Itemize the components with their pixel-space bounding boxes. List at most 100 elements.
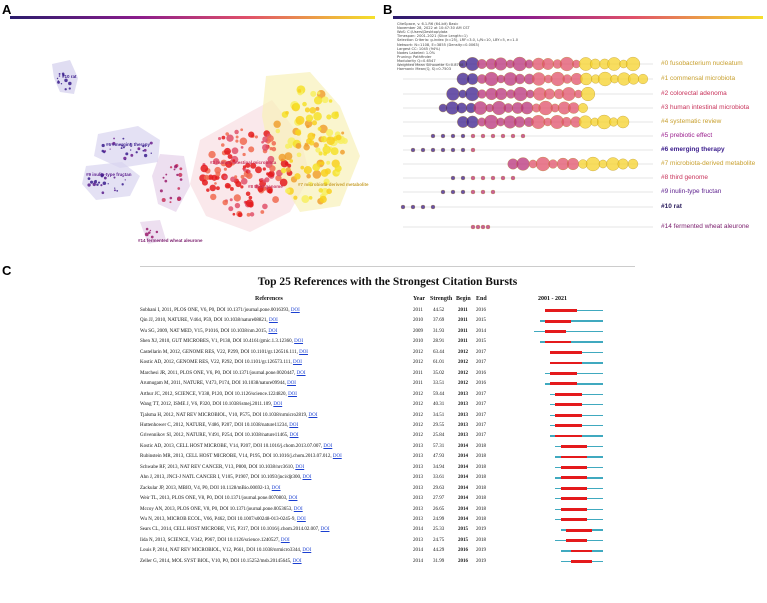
doi-link[interactable]: DOI (302, 475, 312, 481)
doi-link[interactable]: DOI (288, 391, 297, 397)
burst-bar (571, 560, 593, 563)
doi-link[interactable]: DOI (296, 370, 306, 376)
divider (140, 266, 635, 267)
begin-cell: 2016 (458, 558, 468, 564)
metadata-line: Selection Criteria: g-index (k=25), LRF=… (397, 38, 518, 43)
doi-link[interactable]: DOI (292, 360, 302, 366)
burst-bar (550, 351, 582, 354)
doi-link[interactable]: DOI (320, 527, 330, 533)
doi-link[interactable]: DOI (293, 506, 303, 512)
panel-a-letter: A (2, 2, 12, 17)
begin-cell: 2013 (458, 402, 468, 408)
network-node (200, 164, 209, 173)
network-node (203, 174, 210, 181)
doi-link[interactable]: DOI (302, 548, 312, 554)
network-node (130, 153, 134, 157)
reference-text: Rubinstein MR, 2013, CELL HOST MICROBE, … (140, 454, 342, 460)
network-node (218, 137, 222, 141)
timeline-node (440, 147, 446, 153)
network-node (179, 167, 183, 171)
label-aleurone: #14 fermented wheat aleurone (138, 238, 203, 243)
doi-link[interactable]: DOI (288, 496, 298, 502)
reference-text: Schwabe RF, 2013, NAT REV CANCER, V13, P… (140, 464, 305, 470)
timeline-node (485, 224, 491, 230)
network-node (313, 112, 322, 121)
doi-link[interactable]: DOI (268, 328, 278, 334)
network-node (206, 188, 210, 192)
doi-link[interactable]: DOI (299, 349, 308, 355)
year-cell: 2014 (413, 527, 423, 533)
network-node (305, 114, 314, 122)
network-node (103, 176, 107, 180)
doi-link[interactable]: DOI (296, 517, 306, 522)
burst-bar (544, 319, 572, 323)
network-node (113, 176, 116, 179)
network-node (56, 77, 59, 80)
network-node (285, 188, 291, 194)
timeline-node (578, 103, 588, 113)
network-node (112, 141, 116, 145)
doi-link[interactable]: DOI (268, 318, 278, 324)
network-node (289, 159, 294, 163)
doi-link[interactable]: DOI (271, 485, 281, 491)
doi-link[interactable]: DOI (289, 433, 299, 439)
network-node (231, 147, 239, 155)
network-node (320, 161, 325, 166)
cluster-label: #14 fermented wheat aleurone (661, 223, 750, 230)
timeline-node (494, 57, 508, 71)
network-node (234, 129, 239, 135)
network-node (312, 170, 322, 179)
burst-bar (560, 507, 588, 511)
network-node (150, 152, 152, 154)
header-range: 2001 - 2021 (538, 296, 567, 302)
network-node (296, 152, 302, 158)
doi-link[interactable]: DOI (280, 537, 290, 543)
label-inulin: #9 inulin-type fructan (86, 172, 132, 177)
table-row: Tjalsma H, 2012, NAT REV MICROBIOL, V10,… (140, 411, 635, 421)
network-node (320, 136, 328, 143)
cluster-hull-rat (52, 60, 78, 94)
begin-cell: 2011 (458, 308, 468, 313)
table-row: Shen XJ, 2010, GUT MICROBES, V1, P138, D… (140, 337, 635, 347)
doi-link[interactable]: DOI (290, 308, 300, 313)
network-node (285, 143, 291, 149)
network-node (306, 173, 311, 179)
doi-link[interactable]: DOI (273, 402, 283, 408)
timeline-node (598, 159, 608, 169)
end-cell: 2017 (476, 349, 486, 355)
doi-link[interactable]: DOI (289, 422, 299, 428)
network-node (315, 106, 320, 111)
network-node (104, 150, 107, 153)
timeline-gradient-bar (10, 16, 375, 19)
timeline-node (470, 189, 476, 195)
timeline-node (580, 86, 596, 102)
network-node (269, 147, 273, 151)
timeline-node (525, 89, 535, 99)
network-node (129, 142, 132, 145)
year-cell: 2010 (413, 339, 423, 345)
doi-link[interactable]: DOI (332, 454, 342, 460)
reference-text: Arumugam M, 2011, NATURE, V473, P174, DO… (140, 381, 296, 387)
doi-link[interactable]: DOI (308, 412, 318, 418)
doi-link[interactable]: DOI (292, 558, 302, 564)
network-node (312, 163, 321, 172)
network-node (242, 152, 246, 157)
network-node (102, 181, 107, 185)
doi-link[interactable]: DOI (323, 443, 333, 449)
year-cell: 2014 (413, 558, 423, 564)
network-node (101, 143, 105, 148)
timeline-node (466, 73, 479, 85)
table-row: Kostic AD, 2012, GENOME RES, V22, P292, … (140, 358, 635, 368)
year-cell: 2013 (413, 506, 423, 512)
doi-link[interactable]: DOI (294, 339, 304, 345)
begin-cell: 2013 (458, 412, 468, 418)
network-node (248, 131, 255, 138)
network-node (266, 186, 273, 194)
network-node (97, 181, 101, 184)
doi-link[interactable]: DOI (295, 464, 305, 470)
burst-bar (555, 403, 582, 407)
network-node (224, 182, 231, 189)
network-node (208, 150, 216, 159)
network-node (271, 141, 277, 146)
doi-link[interactable]: DOI (287, 381, 296, 387)
